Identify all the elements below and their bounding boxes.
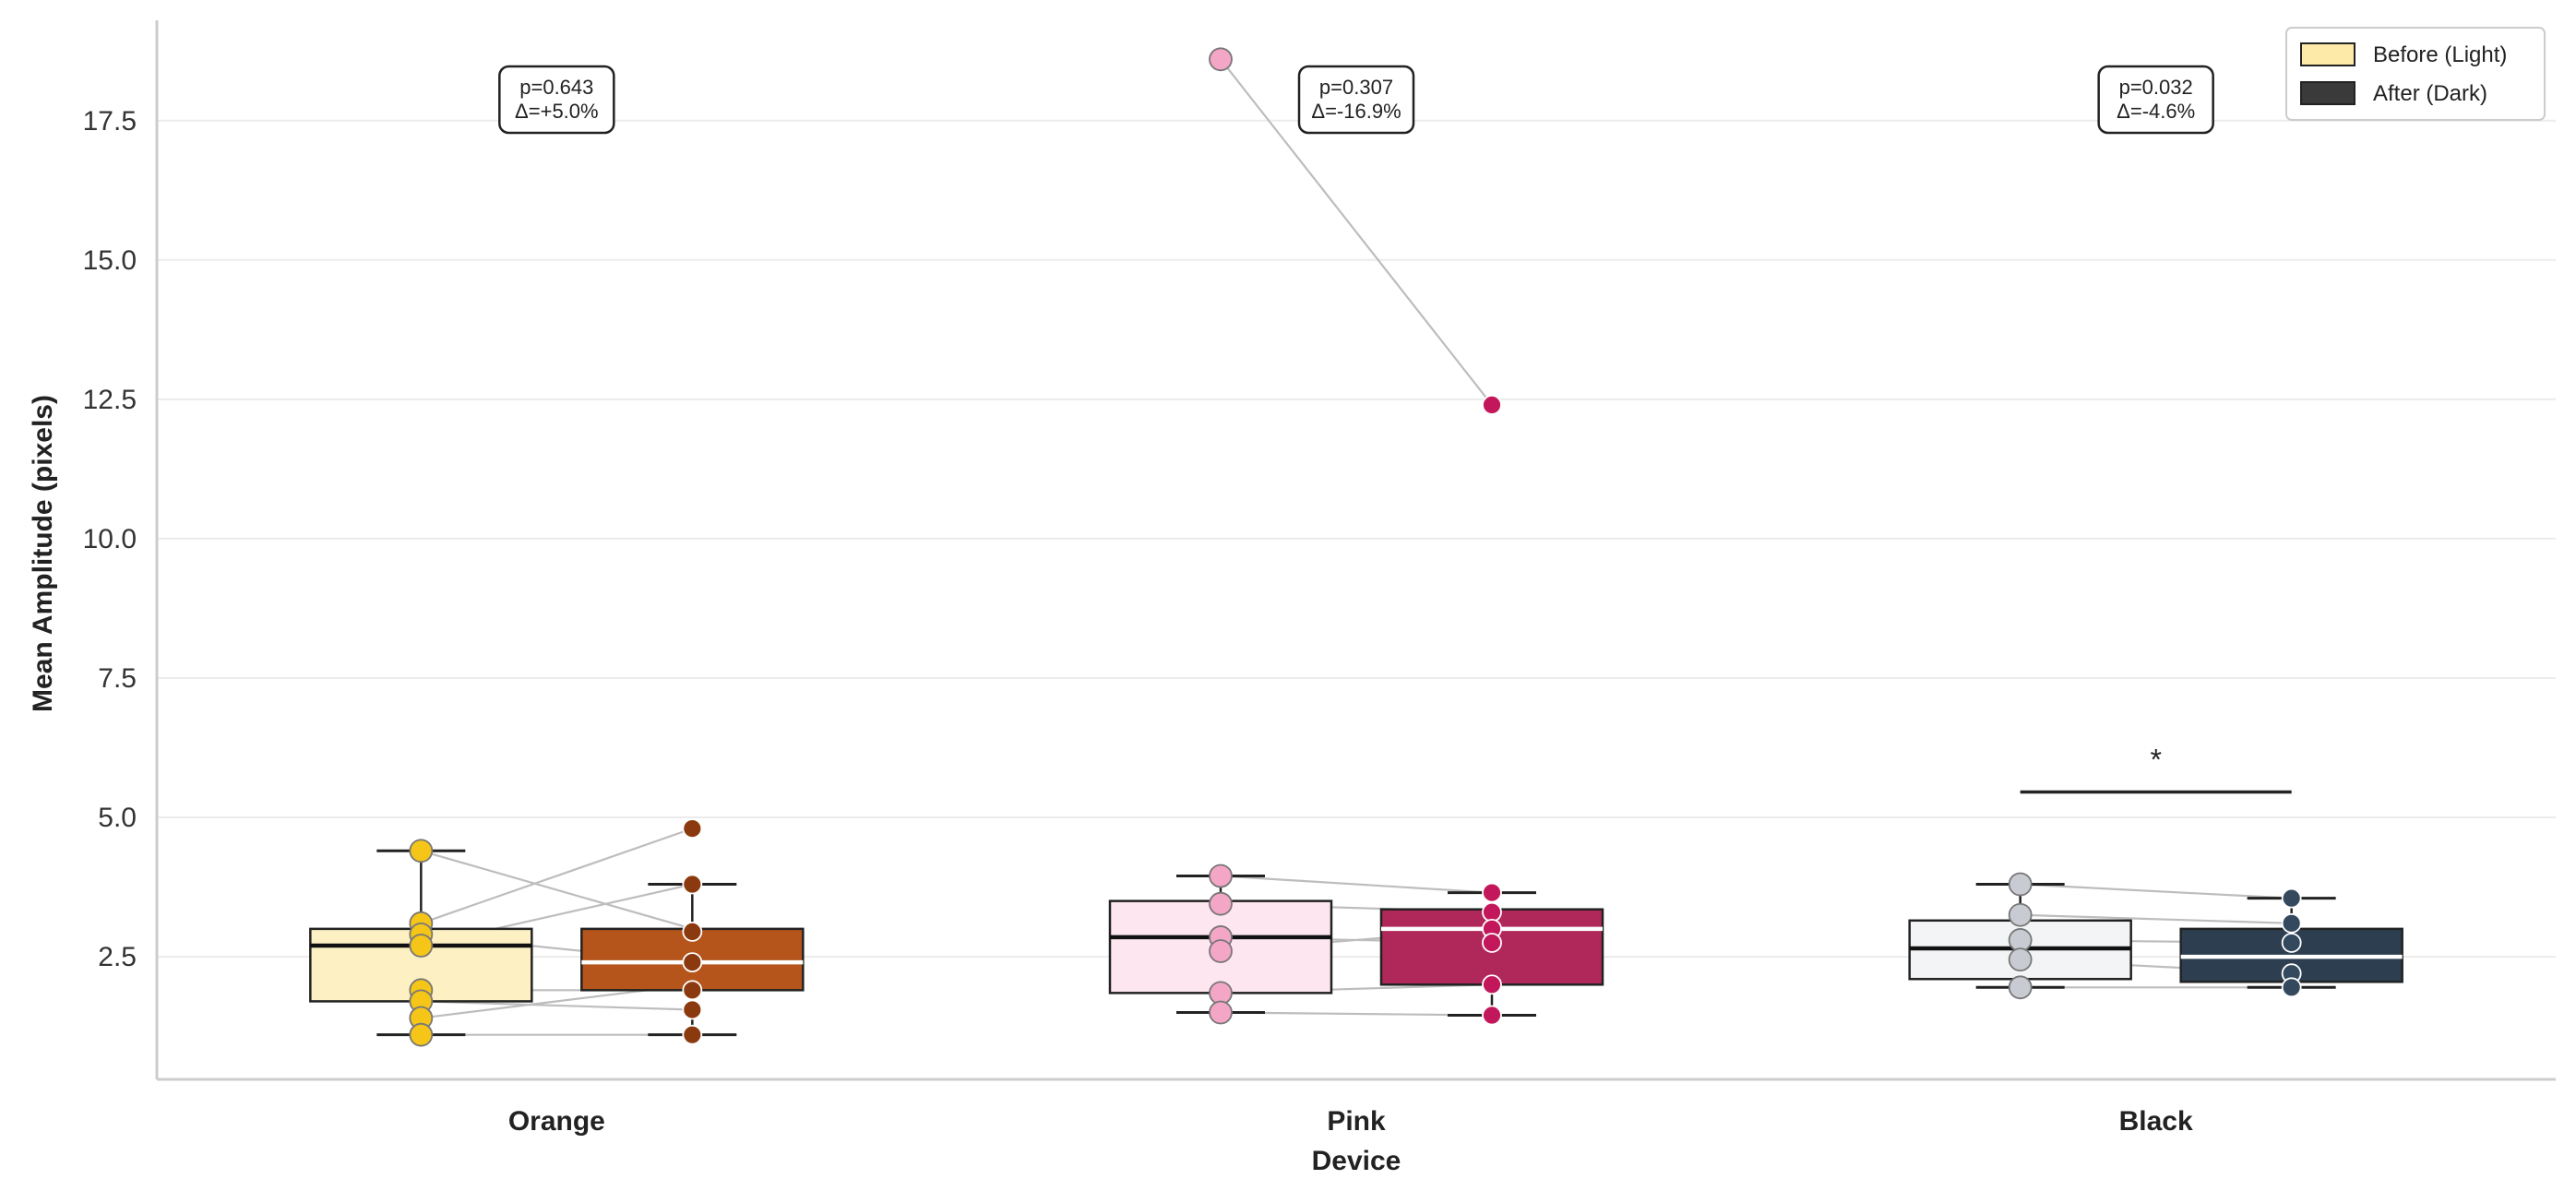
data-point [682, 818, 703, 840]
data-point [1482, 974, 1502, 995]
data-point [682, 980, 703, 1001]
x-category-labels: Orange Pink Black [508, 1106, 2193, 1137]
significance-star: * [2150, 744, 2161, 777]
category-label: Pink [1327, 1106, 1386, 1137]
annotation-text: p=0.032 [2119, 76, 2193, 99]
data-point [1482, 933, 1502, 953]
category-label: Orange [508, 1106, 605, 1137]
data-point [2281, 977, 2302, 998]
data-point [1209, 939, 1233, 963]
data-point [1209, 1000, 1233, 1025]
data-point [1209, 863, 1233, 888]
y-tick-label: 15.0 [83, 245, 137, 276]
y-axis-title: Mean Amplitude (pixels) [28, 395, 58, 712]
data-point [2008, 872, 2033, 897]
pair-line [421, 850, 693, 930]
pair-line [1220, 1011, 1493, 1017]
grid-lines [157, 119, 2556, 959]
y-tick-label: 7.5 [98, 663, 137, 694]
annotation-frame [2097, 65, 2214, 135]
y-tick-label: 10.0 [83, 524, 137, 554]
data-point [409, 839, 434, 863]
y-tick-label: 5.0 [98, 803, 137, 833]
legend-label-before: Before (Light) [2373, 42, 2507, 67]
data-point [682, 921, 703, 942]
data-point [2008, 947, 2033, 971]
axes [155, 20, 2556, 1081]
legend-frame [2285, 27, 2546, 121]
data-point [2008, 975, 2033, 1000]
data-point [682, 999, 703, 1020]
data-point [1482, 882, 1502, 903]
annotation-text: Δ=-16.9% [1311, 100, 1401, 123]
data-point [682, 1024, 703, 1045]
data-point [409, 934, 434, 958]
y-tick-label: 2.5 [98, 942, 137, 972]
data-point [682, 952, 703, 973]
pair-line [420, 828, 693, 924]
y-tick-label: 12.5 [83, 385, 137, 415]
x-axis-title: Device [1312, 1146, 1401, 1176]
annotation-text: Δ=-4.6% [2117, 100, 2195, 123]
y-tick-labels: 2.5 5.0 7.5 10.0 12.5 15.0 17.5 [83, 106, 137, 972]
pair-line [2020, 883, 2292, 899]
data-points [409, 47, 2302, 1047]
data-point [1482, 395, 1502, 415]
annotation-text: Δ=+5.0% [515, 100, 599, 123]
data-point [2281, 887, 2302, 909]
annotation-frame [1297, 65, 1415, 135]
pair-line [2020, 913, 2292, 924]
data-point [682, 874, 703, 895]
data-point [2008, 902, 2033, 927]
legend: Before (Light) After (Dark) [2285, 27, 2546, 121]
data-point [409, 1022, 434, 1047]
y-tick-label: 17.5 [83, 106, 137, 137]
annotation-text: p=0.643 [519, 76, 593, 99]
pair-line [421, 1000, 693, 1011]
legend-swatch-after [2300, 81, 2355, 105]
data-point [1482, 1005, 1502, 1026]
annotation-text: p=0.307 [1319, 76, 1393, 99]
data-point [2281, 933, 2302, 953]
pair-line [1220, 875, 1493, 894]
data-point [2281, 912, 2302, 934]
legend-swatch-before [2300, 42, 2355, 66]
data-point [1482, 901, 1502, 923]
data-point [1209, 891, 1233, 916]
legend-label-after: After (Dark) [2373, 81, 2487, 106]
category-label: Black [2119, 1106, 2193, 1137]
annotation-frame [498, 65, 615, 135]
data-point [1209, 47, 1233, 72]
pair-line [1220, 58, 1493, 406]
